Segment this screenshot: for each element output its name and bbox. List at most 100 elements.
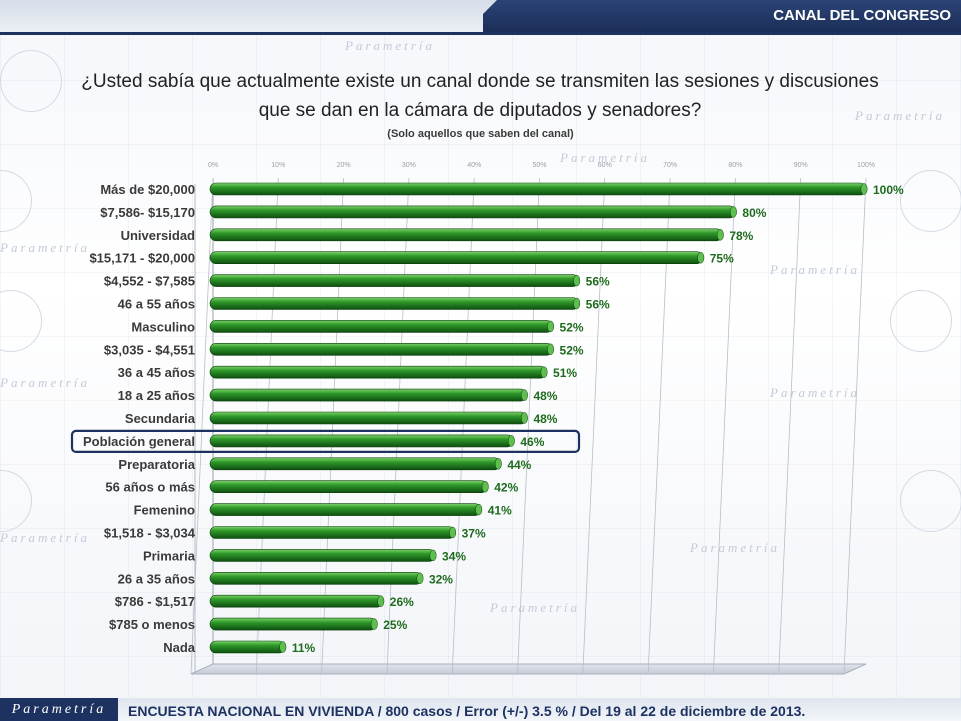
bar-end-cap: [507, 435, 515, 447]
watermark-text: Parametría: [0, 530, 90, 545]
category-label: Nada: [163, 640, 196, 655]
category-label: $1,518 - $3,034: [104, 526, 196, 541]
bar-end-cap: [697, 251, 705, 264]
data-label: 37%: [462, 527, 486, 541]
category-label: 36 a 45 años: [118, 365, 195, 380]
chart-floor: [190, 663, 867, 675]
category-label: 26 a 35 años: [118, 571, 195, 586]
bar: [209, 388, 527, 402]
bar: [209, 617, 377, 631]
category-label: Universidad: [121, 228, 195, 243]
gridline: [843, 177, 867, 675]
watermark-text: Parametría: [490, 600, 580, 615]
category-label: Masculino: [131, 319, 195, 334]
category-label: 56 años o más: [105, 480, 195, 495]
bar: [209, 182, 867, 196]
bar: [209, 549, 436, 562]
bar-end-cap: [729, 206, 737, 218]
question-line-2: que se dan en la cámara de diputados y s…: [258, 100, 702, 121]
watermark-text: Parametría: [0, 240, 90, 255]
category-label: Primaria: [143, 548, 196, 563]
bar: [209, 526, 455, 539]
section-tab: CANAL DEL CONGRESO: [483, 0, 961, 33]
bar: [209, 411, 527, 425]
category-label: Secundaria: [125, 411, 196, 426]
category-label: $4,552 - $7,585: [104, 274, 195, 289]
watermark-circle: [900, 170, 961, 232]
bar: [209, 434, 514, 448]
data-label: 11%: [292, 641, 316, 655]
bar: [209, 251, 704, 264]
data-label: 100%: [873, 183, 904, 197]
gridline: [190, 177, 214, 675]
bar: [209, 365, 547, 379]
category-label: Femenino: [134, 503, 195, 518]
category-label: Más de $20,000: [100, 182, 195, 197]
data-label: 80%: [742, 206, 766, 220]
bar-end-cap: [481, 480, 489, 493]
header-rule: [0, 32, 961, 35]
data-label: 34%: [442, 549, 466, 563]
category-label: $7,586- $15,170: [100, 205, 195, 220]
category-label: Población general: [83, 434, 195, 449]
category-label: 46 a 55 años: [118, 297, 195, 312]
bar: [209, 571, 423, 585]
bar-end-cap: [377, 595, 385, 607]
watermark-text: Parametría: [855, 108, 945, 123]
bar-end-cap: [540, 366, 548, 378]
parametria-logo: Parametría: [0, 698, 118, 721]
tick-label: 100%: [857, 162, 875, 169]
bar: [209, 480, 488, 494]
data-label: 41%: [488, 504, 512, 518]
highlight-frame: [70, 429, 581, 453]
question-line-1: ¿Usted sabía que actualmente existe un c…: [81, 71, 879, 92]
bar-end-cap: [370, 618, 378, 630]
gridline: [713, 177, 736, 675]
category-label: $785 o menos: [109, 617, 195, 632]
data-label: 32%: [429, 572, 453, 586]
tick-label: 10%: [271, 162, 285, 169]
data-label: 44%: [507, 458, 531, 472]
bar: [209, 228, 723, 242]
bar-end-cap: [716, 229, 724, 241]
data-label: 56%: [586, 298, 610, 312]
data-label: 25%: [383, 618, 407, 632]
bar-end-cap: [573, 274, 581, 287]
watermark-circle: [0, 50, 62, 112]
tick-label: 30%: [402, 162, 416, 169]
category-label: 18 a 25 años: [118, 388, 195, 403]
bar-end-cap: [279, 641, 287, 653]
question-note: (Solo aquellos que saben del canal): [387, 128, 574, 140]
bar-end-cap: [475, 503, 483, 516]
bar-end-cap: [520, 389, 528, 401]
data-label: 46%: [520, 435, 544, 449]
tick-label: 50%: [532, 162, 546, 169]
tick-label: 60%: [598, 162, 612, 169]
bar: [209, 320, 553, 333]
data-label: 52%: [560, 343, 584, 357]
tick-label: 90%: [794, 162, 808, 169]
category-label: $786 - $1,517: [115, 594, 195, 609]
bar-end-cap: [449, 526, 457, 539]
tick-label: 20%: [337, 162, 351, 169]
section-title: CANAL DEL CONGRESO: [773, 7, 951, 24]
category-label: Preparatoria: [118, 457, 195, 472]
bar-end-cap: [494, 458, 502, 470]
watermark-text: Parametría: [560, 150, 650, 165]
bar: [209, 297, 579, 310]
bar-end-cap: [547, 320, 555, 333]
bar: [209, 457, 501, 471]
watermark-circle: [900, 470, 961, 532]
bar: [209, 640, 286, 654]
watermark-circle: [890, 290, 952, 352]
watermark-text: Parametría: [690, 540, 780, 555]
data-label: 51%: [553, 366, 577, 380]
gridline: [778, 177, 802, 675]
data-label: 78%: [729, 229, 753, 243]
bar-end-cap: [573, 297, 581, 310]
bar-end-cap: [860, 183, 868, 195]
category-label: $15,171 - $20,000: [89, 251, 195, 266]
data-label: 48%: [533, 389, 557, 403]
tick-label: 80%: [728, 162, 742, 169]
